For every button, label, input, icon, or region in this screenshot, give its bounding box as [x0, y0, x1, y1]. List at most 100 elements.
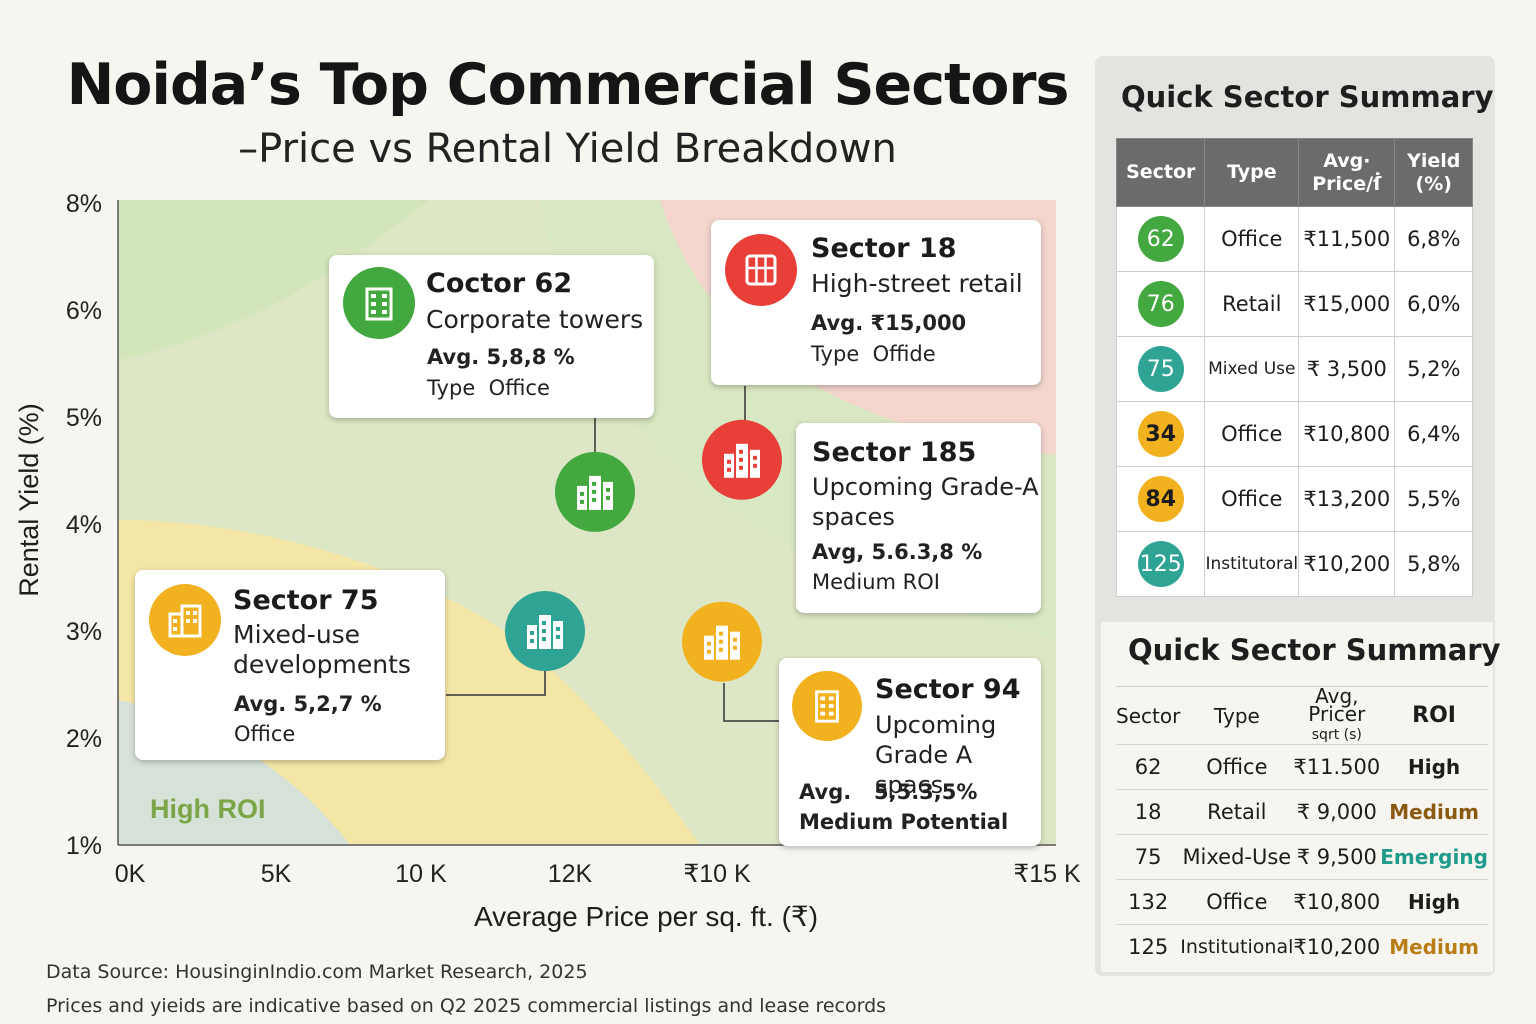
type-cell: Office	[1204, 206, 1300, 272]
x-tick-label: 0K	[115, 860, 146, 888]
col-price: Avg, Pricer sqrt (s)	[1293, 686, 1381, 745]
sector-badge: 84	[1115, 466, 1206, 532]
page-subtitle: –Price vs Rental Yield Breakdown	[238, 126, 897, 172]
price-cell: ₹ 9,000	[1293, 789, 1381, 835]
building-icon	[343, 267, 415, 339]
col-type: Type	[1180, 686, 1294, 745]
data-point-sector-75[interactable]	[505, 591, 585, 671]
roi-cell: Emerging	[1380, 834, 1488, 880]
callout-type: Office	[234, 722, 296, 746]
sector-badge: 125	[1115, 531, 1206, 597]
sector-badge: 62	[1115, 206, 1206, 272]
callout-avg: Avg. 5,8,8 %	[427, 345, 575, 369]
type-cell: Retail	[1180, 789, 1294, 835]
callout-name: Coctor 62	[426, 268, 573, 299]
yield-cell: 5,8%	[1394, 531, 1473, 597]
y-tick-label: 1%	[66, 832, 102, 860]
table-row: 62 Office ₹11.500 High	[1116, 744, 1488, 790]
callout-name: Sector 94	[875, 674, 1021, 705]
col-type: Type	[1204, 138, 1300, 207]
y-tick-label: 3%	[66, 618, 102, 646]
y-tick-label: 8%	[66, 190, 102, 218]
callout-type: Type Offide	[811, 342, 936, 366]
price-cell: ₹11,500	[1298, 206, 1396, 272]
x-tick-label: ₹15 K	[1013, 860, 1081, 888]
sector-cell: 62	[1116, 744, 1181, 790]
price-cell: ₹10,200	[1298, 531, 1396, 597]
building-icon	[724, 443, 760, 478]
data-point-sector-18[interactable]	[702, 419, 782, 500]
yield-cell: 6,0%	[1394, 271, 1473, 337]
building-icon	[527, 615, 563, 649]
x-tick-label: ₹10 K	[683, 860, 751, 888]
sector-badge: 34	[1115, 401, 1206, 467]
y-tick-label: 4%	[66, 511, 102, 539]
sector-badge: 75	[1115, 336, 1206, 402]
summary-table: Sector Type Avg· Price/ẛ Yield (%) 62 Offic…	[1115, 138, 1473, 597]
grid-icon	[725, 234, 797, 306]
sector-badge: 76	[1115, 271, 1206, 337]
type-cell: Mixed Use	[1204, 336, 1300, 402]
col-roi: ROI	[1380, 686, 1488, 745]
callout-desc: Upcoming Grade-A spaces	[812, 473, 1039, 531]
type-cell: Retail	[1204, 271, 1300, 337]
x-axis-label: Average Price per sq. ft. (₹)	[474, 901, 818, 932]
sector-cell: 75	[1116, 834, 1181, 880]
col-yield: Yield (%)	[1394, 138, 1473, 207]
table-row: 62 Office ₹11,500 6,8%	[1115, 206, 1473, 272]
table-row: 34 Office ₹10,800 6,4%	[1115, 401, 1473, 467]
data-point-sector-94[interactable]	[682, 601, 762, 682]
zone-label-high-roi: High ROI	[150, 794, 266, 824]
price-cell: ₹15,000	[1298, 271, 1396, 337]
building-icon	[704, 625, 740, 660]
data-point-sector-62[interactable]	[555, 451, 635, 532]
callout-potential: Medium Potential	[799, 810, 1009, 834]
type-cell: Mixed-Use	[1180, 834, 1294, 880]
y-tick-label: 6%	[66, 297, 102, 325]
type-cell: Office	[1204, 466, 1300, 532]
yield-cell: 6,8%	[1394, 206, 1473, 272]
sector-cell: 125	[1116, 924, 1181, 970]
sector-cell: 132	[1116, 879, 1181, 925]
col-sector: Sector	[1115, 138, 1206, 207]
x-tick-label: 5K	[261, 860, 292, 888]
roi-cell: Medium	[1380, 789, 1488, 835]
roi-cell: High	[1380, 744, 1488, 790]
callout-sector-62: Coctor 62 Corporate towers Avg. 5,8,8 % …	[329, 255, 654, 418]
type-cell: Office	[1204, 401, 1300, 467]
building-icon	[149, 584, 221, 656]
page-title: Noida’s Top Commercial Sectors	[66, 52, 1070, 118]
callout-desc: High-street retail	[811, 269, 1023, 298]
type-cell: Institutional	[1180, 924, 1294, 970]
x-tick-label: 10 K	[395, 860, 447, 888]
callout-sector-75: Sector 75 Mixed-use developments Avg. 5,…	[135, 570, 445, 760]
callout-name: Sector 75	[233, 585, 379, 616]
table-row: 75 Mixed-Use ₹ 9,500 Emerging	[1116, 834, 1488, 880]
y-axis-label: Rental Yield (%)	[14, 403, 44, 597]
summary-title-2: Quick Sector Summary	[1128, 633, 1501, 667]
roi-cell: High	[1380, 879, 1488, 925]
callout-sector-94: Sector 94 Upcoming Grade A spacs Avg. 5,…	[779, 658, 1041, 846]
type-cell: Office	[1180, 744, 1294, 790]
summary-title: Quick Sector Summary	[1121, 80, 1494, 114]
price-cell: ₹10,800	[1293, 879, 1381, 925]
price-cell: ₹ 9,500	[1293, 834, 1381, 880]
building-icon	[577, 475, 613, 510]
callout-avg-label: Avg.	[799, 780, 852, 804]
table-row: 125 Institutoral ₹10,200 5,8%	[1115, 531, 1473, 597]
footer-source: Data Source: HousinginIndio.com Market R…	[46, 961, 588, 983]
roi-summary-table: Sector Type Avg, Pricer sqrt (s) ROI 62 Of…	[1116, 686, 1488, 970]
price-cell: ₹11.500	[1293, 744, 1381, 790]
x-tick-label: 12K	[548, 860, 593, 888]
price-cell: ₹ 3,500	[1298, 336, 1396, 402]
building-icon	[792, 671, 862, 741]
price-cell: ₹10,800	[1298, 401, 1396, 467]
price-cell: ₹10,200	[1293, 924, 1381, 970]
callout-sector-185: Sector 185 Upcoming Grade-A spaces Avg, …	[796, 423, 1041, 613]
callout-desc: Corporate towers	[426, 305, 644, 334]
callout-roi: Medium ROI	[812, 570, 940, 594]
type-cell: Office	[1180, 879, 1294, 925]
yield-cell: 5,5%	[1394, 466, 1473, 532]
callout-desc: Upcoming Grade A spacs	[875, 711, 997, 799]
callout-avg: Avg. 5,2,7 %	[234, 692, 382, 716]
